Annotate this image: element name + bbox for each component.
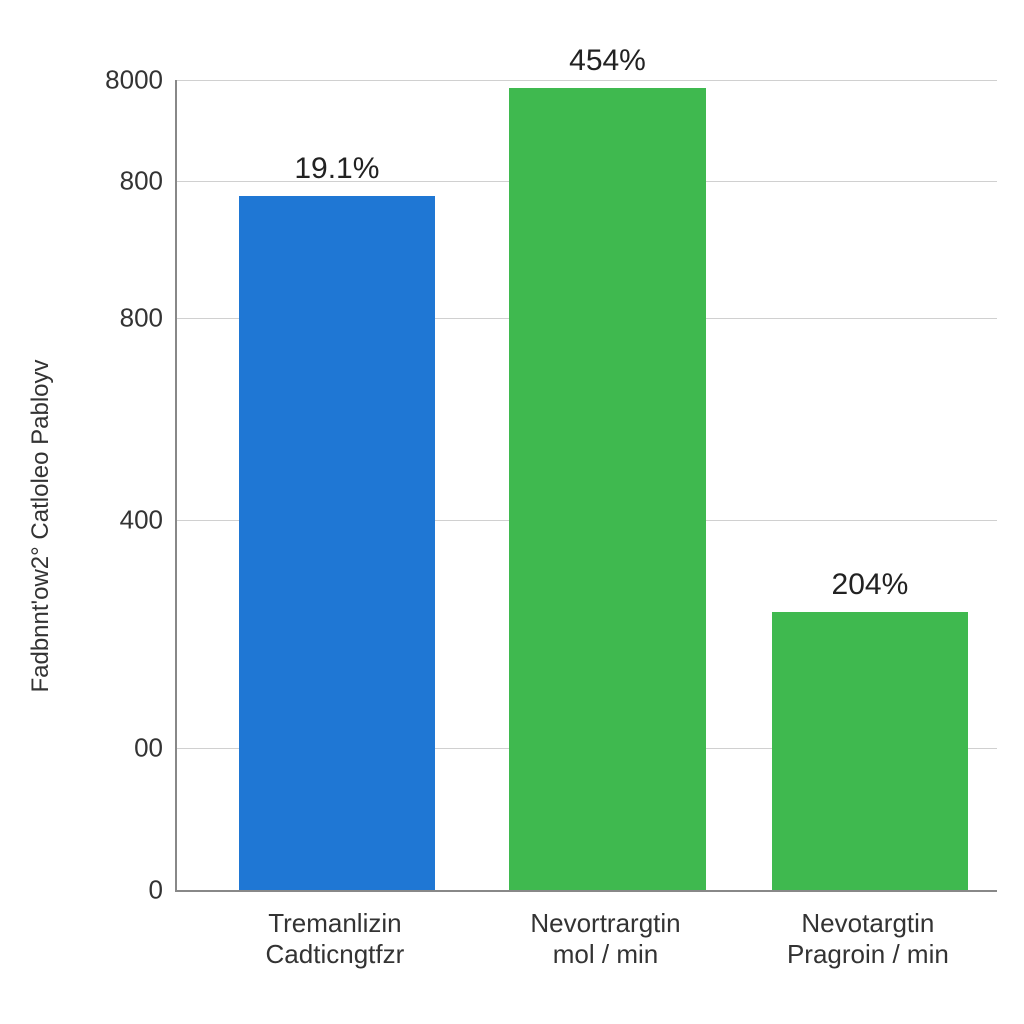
y-axis-title: Fadbnnt'ow2° Catloleo Pabloyv <box>27 359 55 692</box>
bar-value-label: 204% <box>832 568 909 602</box>
y-tick-label: 00 <box>85 733 163 764</box>
bar-value-label: 19.1% <box>294 152 379 186</box>
bar <box>772 612 969 890</box>
bar <box>239 196 436 890</box>
plot-area: 19.1%454%204% <box>175 80 997 892</box>
y-tick-label: 400 <box>85 505 163 536</box>
bar <box>509 88 706 890</box>
gridline <box>177 80 997 81</box>
y-tick-label: 800 <box>85 302 163 333</box>
x-tick-label: Nevortrargtin mol / min <box>477 908 734 970</box>
y-tick-label: 0 <box>85 875 163 906</box>
y-tick-label: 800 <box>85 166 163 197</box>
y-tick-label: 8000 <box>85 65 163 96</box>
bar-value-label: 454% <box>569 44 646 78</box>
x-tick-label: Tremanlizin Cadticngtfzr <box>207 908 464 970</box>
bar-chart: 19.1%454%204% Fadbnnt'ow2° Catloleo Pabl… <box>0 0 1024 1024</box>
x-tick-label: Nevotargtin Pragroin / min <box>740 908 997 970</box>
